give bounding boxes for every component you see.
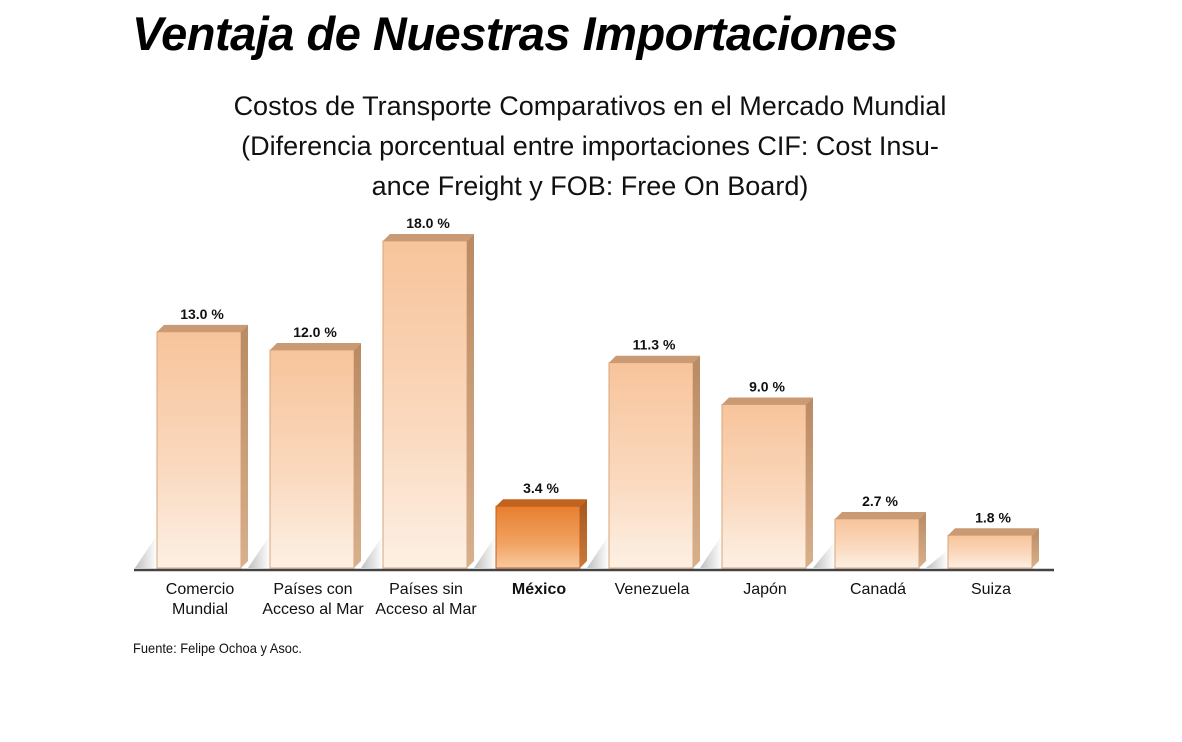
- x-tick-label-line: Canadá: [850, 581, 906, 598]
- x-tick-label-line: Suiza: [971, 581, 1011, 598]
- bar-shadow: [587, 535, 609, 568]
- bar-side: [1032, 528, 1039, 568]
- bar-top: [722, 397, 813, 405]
- bar-shadow: [248, 535, 270, 568]
- bar-top: [270, 343, 361, 350]
- bar-top: [383, 234, 474, 241]
- source-note: Fuente: Felipe Ochoa y Asoc.: [133, 640, 302, 656]
- bar-top: [157, 324, 248, 332]
- x-tick-label: Canadá: [850, 581, 906, 598]
- bar-value-label: 2.7 %: [862, 493, 898, 509]
- bar-shadow: [813, 541, 835, 568]
- x-tick-label-line: Venezuela: [615, 581, 690, 598]
- x-tick-label: Países con Acceso al Mar: [262, 581, 364, 618]
- bar-shadow: [361, 535, 383, 568]
- x-tick-label-line: Países con: [273, 581, 352, 598]
- bar-top: [835, 511, 926, 519]
- x-tick-label-line: Comercio: [166, 581, 235, 598]
- bar-top: [496, 499, 587, 507]
- bar-canada: 2.7 %: [813, 493, 926, 569]
- bar-side: [580, 499, 587, 568]
- bar-front: [382, 240, 468, 569]
- x-tick-label: Suiza: [971, 581, 1011, 598]
- x-tick-label: Venezuela: [615, 581, 690, 598]
- bar-value-label: 3.4 %: [523, 480, 559, 496]
- bar-front: [721, 404, 807, 569]
- bar-value-label: 11.3 %: [633, 337, 676, 353]
- bar-front: [156, 331, 242, 569]
- bar-venezuela: 11.3 %: [587, 337, 700, 569]
- x-tick-label-line: Mundial: [172, 601, 228, 618]
- bar-side: [919, 511, 926, 568]
- bar-suiza: 1.8 %: [926, 509, 1039, 569]
- bar-shadow: [474, 535, 496, 568]
- bar-shadow: [926, 550, 948, 568]
- bar-mexico: 3.4 %: [474, 480, 587, 569]
- bar-value-label: 18.0 %: [406, 215, 450, 231]
- x-tick-label: Japón: [743, 581, 787, 598]
- chart-title-line-2: (Diferencia porcentual entre importacion…: [241, 131, 939, 161]
- bar-shadow: [135, 535, 157, 568]
- bar-front: [495, 505, 581, 569]
- bar-paises-con-acceso-al-mar: 12.0 %: [248, 324, 361, 569]
- bar-comercio-mundial: 13.0 %: [135, 306, 248, 569]
- bar-shadow: [700, 535, 722, 568]
- chart-title-line-1: Costos de Transporte Comparativos en el …: [233, 91, 947, 121]
- bar-top: [609, 355, 700, 363]
- bar-front: [947, 534, 1033, 569]
- x-tick-label-line: Japón: [743, 581, 787, 598]
- bar-side: [806, 397, 813, 568]
- bar-top: [948, 528, 1039, 536]
- bar-front: [269, 349, 355, 569]
- x-tick-label-line: Países sin: [389, 581, 463, 598]
- bar-japon: 9.0 %: [700, 379, 813, 569]
- chart-title-line-3: ance Freight y FOB: Free On Board): [371, 171, 809, 201]
- x-tick-label-line: Acceso al Mar: [262, 601, 364, 618]
- bar-paises-sin-acceso-al-mar: 18.0 %: [361, 215, 474, 569]
- bar-side: [354, 343, 361, 568]
- x-tick-label-line: Acceso al Mar: [375, 601, 477, 618]
- x-tick-label: Comercio Mundial: [166, 581, 235, 618]
- bar-front: [834, 518, 920, 569]
- bar-side: [467, 234, 474, 568]
- bar-value-label: 9.0 %: [749, 379, 785, 395]
- slide-title: Ventaja de Nuestras Importaciones: [132, 7, 898, 60]
- bar-value-label: 13.0 %: [180, 306, 224, 322]
- bar-side: [693, 355, 700, 568]
- x-tick-label-line: México: [512, 581, 566, 598]
- bar-side: [241, 324, 248, 568]
- bars-group: 13.0 % 12.0 % 18.0 % 3.4 % 11.3 % 9.0 % 2.7 % 1…: [135, 215, 1039, 569]
- x-tick-label: México: [512, 581, 566, 598]
- bar-value-label: 12.0 %: [293, 324, 337, 340]
- bar-value-label: 1.8 %: [975, 509, 1011, 525]
- x-tick-label: Países sin Acceso al Mar: [375, 581, 477, 618]
- bar-front: [608, 362, 694, 569]
